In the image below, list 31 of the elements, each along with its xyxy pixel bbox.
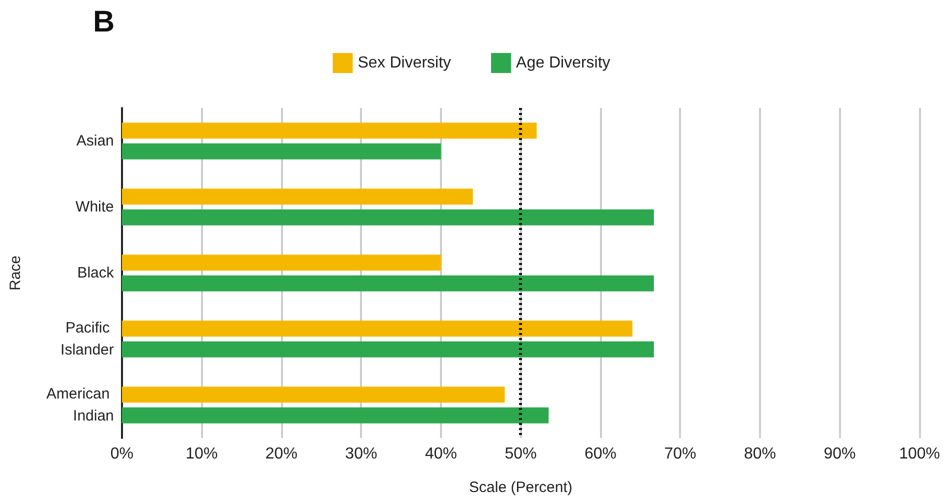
x-tick-label: 50% <box>504 446 537 462</box>
bar <box>122 320 632 337</box>
bar <box>122 209 654 226</box>
x-tick-label: 40% <box>424 446 457 462</box>
x-tick-label: 80% <box>744 446 776 462</box>
y-tick-label: American Indian <box>46 386 114 424</box>
x-tick-label: 90% <box>824 446 856 462</box>
bar <box>122 122 537 139</box>
x-tick-label: 60% <box>584 446 616 462</box>
x-axis-title: Scale (Percent) <box>469 479 572 496</box>
bar <box>122 341 654 358</box>
x-tick-label: 20% <box>265 446 298 462</box>
chart-title: B <box>93 6 115 38</box>
y-axis-title: Race <box>7 255 24 291</box>
legend-label: Age Diversity <box>516 54 610 72</box>
bar <box>122 407 549 424</box>
bar <box>122 275 654 292</box>
bar <box>122 188 473 205</box>
x-tick-label: 10% <box>186 446 218 462</box>
bar <box>122 143 441 160</box>
y-tick-label: White <box>76 198 114 216</box>
y-tick-label: Pacific Islander <box>60 320 114 358</box>
y-tick-label: Black <box>77 264 114 282</box>
x-tick-label: 30% <box>345 446 378 462</box>
x-tick-label: 100% <box>899 446 940 462</box>
x-tick-label: 70% <box>664 446 696 462</box>
x-tick-label: 0% <box>110 446 134 462</box>
y-tick-label: Asian <box>76 132 114 150</box>
bar <box>122 254 441 271</box>
bar <box>122 386 505 403</box>
legend-label: Sex Diversity <box>358 54 452 72</box>
